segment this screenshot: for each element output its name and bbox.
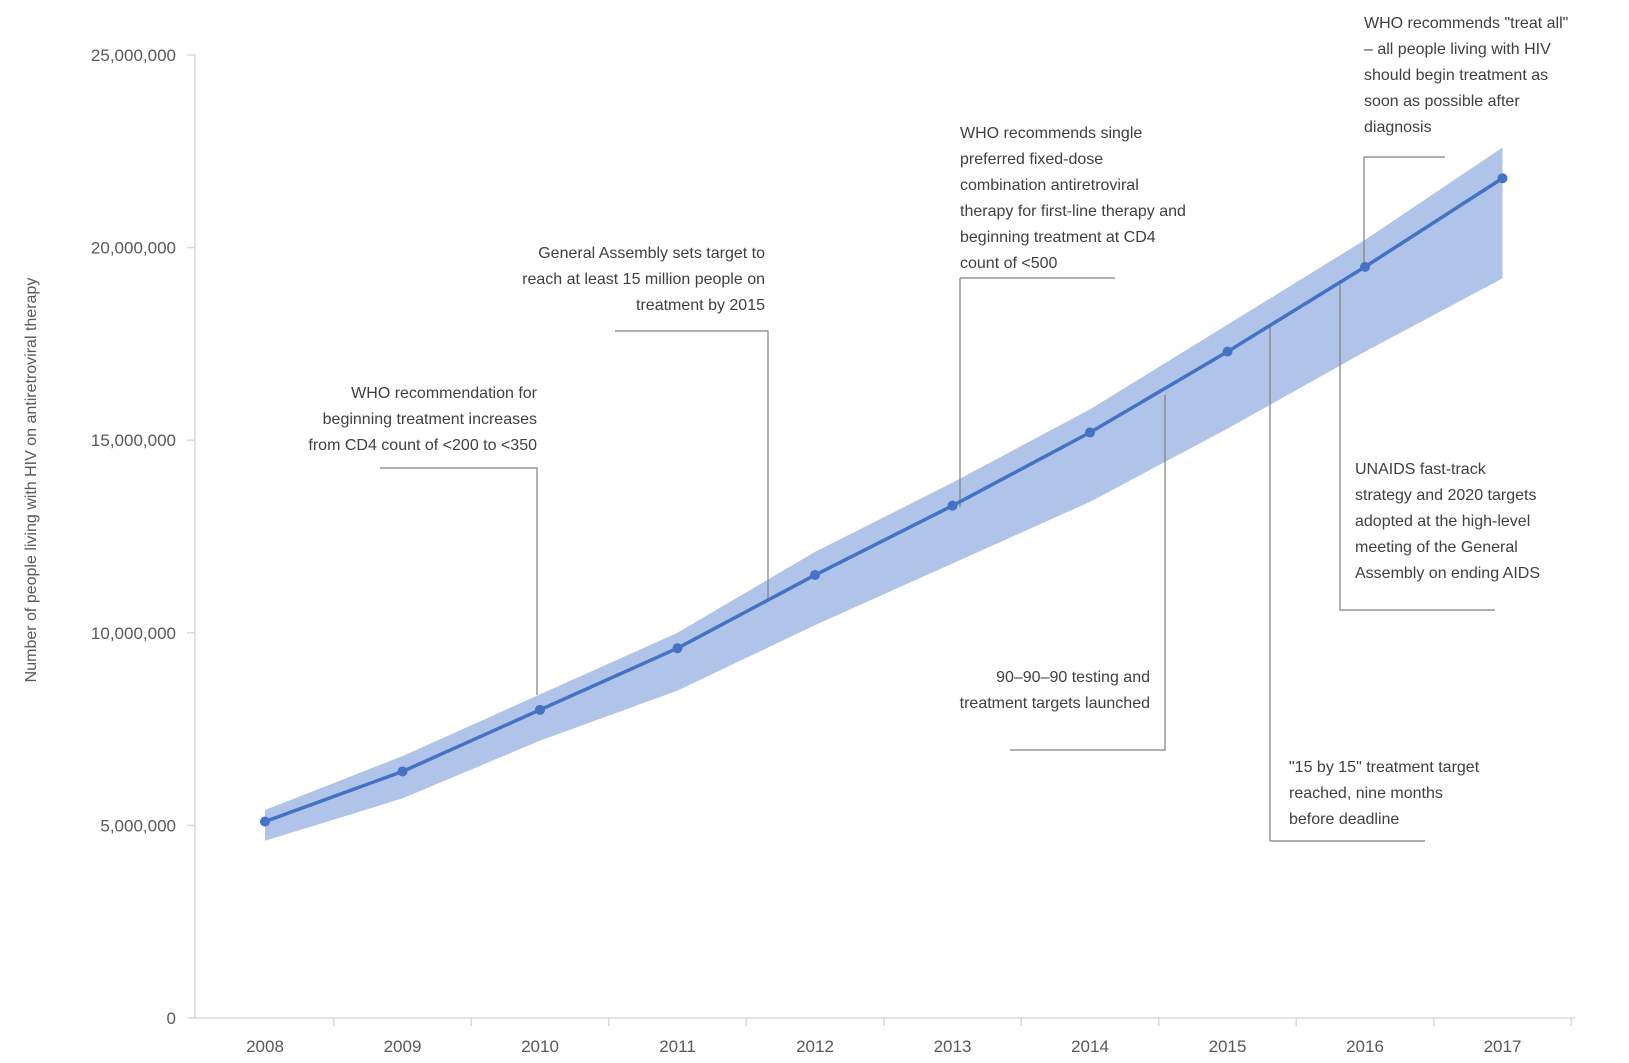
annotation-text-line: WHO recommends "treat all"	[1364, 15, 1568, 32]
x-tick-label: 2016	[1346, 1037, 1384, 1056]
data-point	[947, 500, 958, 511]
annotation-text-line: WHO recommendation for	[351, 385, 538, 402]
series-line-layer	[260, 173, 1508, 827]
annotation: WHO recommends single preferred fixed-dos…	[960, 125, 1186, 272]
annotation-text-line: diagnosis	[1364, 119, 1432, 136]
y-tick-label: 15,000,000	[91, 431, 176, 450]
x-tick-label: 2010	[521, 1037, 559, 1056]
annotation-text-line: count of <500	[960, 255, 1058, 272]
annotation-text-line: WHO recommends single	[960, 125, 1142, 142]
x-tick-label: 2008	[246, 1037, 284, 1056]
annotation-text-line: soon as possible after	[1364, 93, 1520, 110]
annotation-text-line: adopted at the high-level	[1355, 513, 1530, 530]
annotation: UNAIDS fast-track strategy and 2020 targe…	[1355, 461, 1540, 582]
annotation-leader-line	[380, 467, 538, 695]
x-tick-label: 2017	[1484, 1037, 1522, 1056]
annotation-text-line: beginning treatment at CD4	[960, 229, 1156, 246]
annotation-text-line: reached, nine months	[1289, 785, 1443, 802]
data-point	[1085, 427, 1095, 438]
series-line	[264, 176, 1504, 824]
axes-layer: 0 5,000,000 10,000,000 15,000,000 20,000,000…	[91, 46, 1575, 1056]
y-tick-label: 25,000,000	[91, 46, 176, 65]
annotation: "15 by 15" treatment target reached, nine…	[1289, 759, 1480, 828]
annotation-text-line: reach at least 15 million people on	[522, 271, 765, 288]
annotation-text-line: from CD4 count of <200 to <350	[308, 437, 537, 454]
y-tick-label: 5,000,000	[100, 816, 176, 835]
y-tick-label: 10,000,000	[91, 624, 176, 643]
data-point	[535, 704, 545, 715]
data-point	[1222, 346, 1233, 357]
annotation-text-line: "15 by 15" treatment target	[1289, 759, 1480, 776]
x-tick-label: 2012	[796, 1037, 834, 1056]
data-point	[260, 816, 270, 827]
annotation-leader-line	[1010, 395, 1166, 751]
annotation-leader-line	[615, 330, 769, 602]
x-tick-label: 2014	[1071, 1037, 1109, 1056]
annotation-text-line: before deadline	[1289, 811, 1399, 828]
y-tick-label: 20,000,000	[91, 239, 176, 258]
annotation: WHO recommends "treat all" – all people l…	[1364, 15, 1568, 136]
annotation-text-line: beginning treatment increases	[323, 411, 537, 428]
annotation-text-line: should begin treatment as	[1364, 67, 1548, 84]
annotation-text-line: 90–90–90 testing and	[996, 669, 1150, 686]
confidence-band-layer	[265, 147, 1503, 841]
confidence-band	[265, 147, 1503, 841]
annotation: General Assembly sets target to reach at …	[522, 245, 765, 314]
annotation-text-line: UNAIDS fast-track	[1355, 461, 1487, 478]
data-point	[1360, 261, 1370, 272]
y-tick-label: 0	[167, 1009, 176, 1028]
x-tick-label: 2013	[934, 1037, 972, 1056]
y-axis-label: Number of people living with HIV on anti…	[23, 278, 40, 683]
annotation-text-line: – all people living with HIV	[1364, 41, 1551, 58]
data-point	[1497, 173, 1508, 184]
annotation-text-line: therapy for first-line therapy and	[960, 203, 1186, 220]
annotation-leader-line	[1339, 280, 1495, 611]
data-point	[810, 570, 820, 581]
annotation-text-line: meeting of the General	[1355, 539, 1518, 556]
annotation-text-line: combination antiretroviral	[960, 177, 1139, 194]
annotation-text-line: Assembly on ending AIDS	[1355, 565, 1540, 582]
annotation-text-line: treatment targets launched	[960, 695, 1150, 712]
annotation-text-line: preferred fixed-dose	[960, 151, 1103, 168]
annotation-text-line: treatment by 2015	[636, 297, 765, 314]
annotation-text-line: General Assembly sets target to	[538, 245, 765, 262]
x-tick-label: 2015	[1209, 1037, 1247, 1056]
annotation-text-line: strategy and 2020 targets	[1355, 487, 1536, 504]
annotation-leader-line	[1363, 156, 1445, 270]
annotations-layer: WHO recommendation for beginning treatmen…	[308, 15, 1568, 828]
annotation-leaders-layer	[380, 156, 1495, 842]
x-tick-label: 2009	[384, 1037, 422, 1056]
data-point	[672, 643, 683, 654]
annotation: 90–90–90 testing and treatment targets la…	[960, 669, 1150, 712]
data-point	[397, 766, 408, 777]
annotation: WHO recommendation for beginning treatmen…	[308, 385, 537, 454]
x-tick-label: 2011	[659, 1037, 696, 1056]
